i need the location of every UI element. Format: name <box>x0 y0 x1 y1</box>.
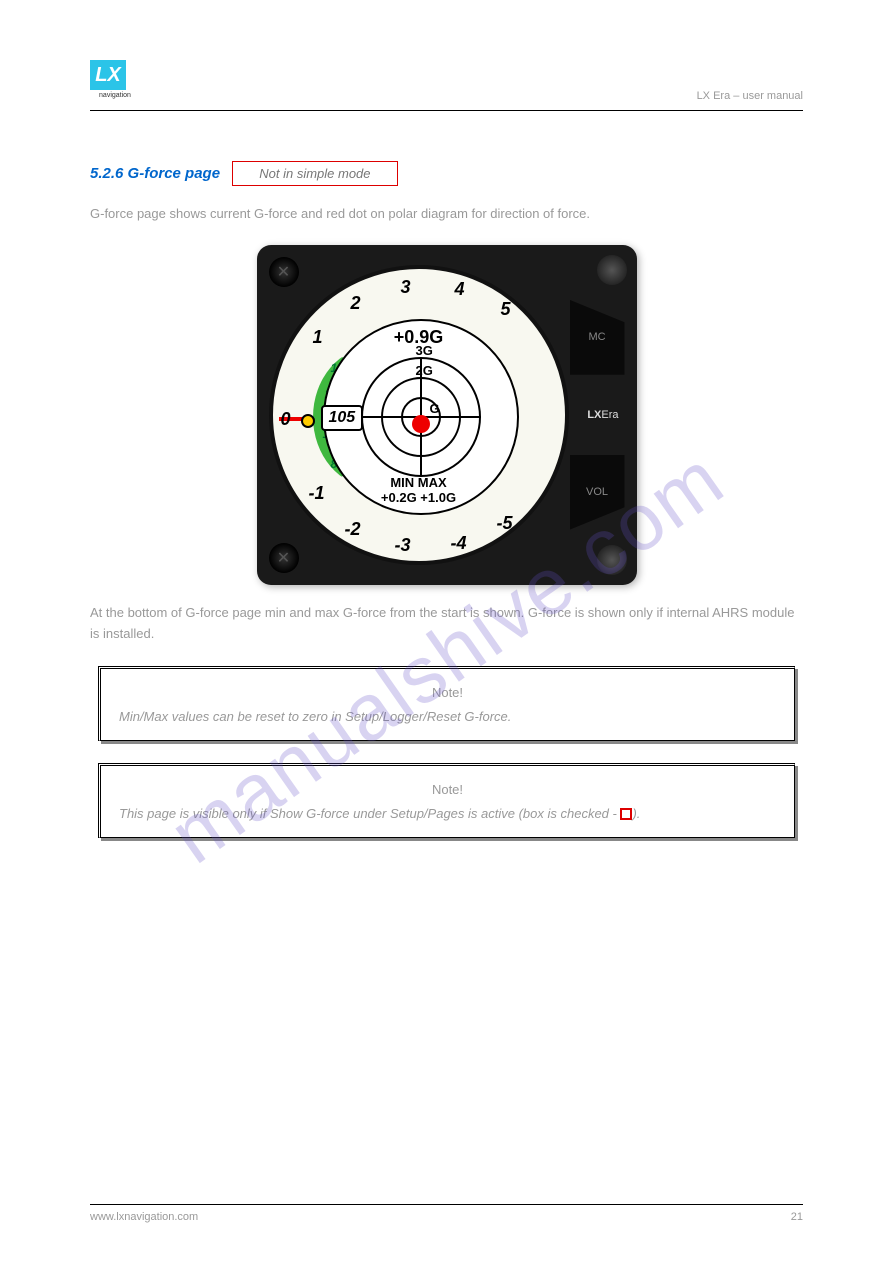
header-dash: – <box>733 90 739 102</box>
header-product: LX Era <box>697 90 731 102</box>
label-g: G <box>430 401 440 416</box>
page-header: LX navigation LX Era – user manual <box>90 60 803 111</box>
logo-subtext: navigation <box>90 92 140 99</box>
intro-paragraph: G-force page shows current G-force and r… <box>90 204 803 225</box>
label-2g: 2G <box>416 363 433 378</box>
speed-readout: 105 <box>321 405 364 431</box>
minmax-values: +0.2G +1.0G <box>273 490 565 506</box>
section-name: G-force page <box>128 165 221 182</box>
device-figure: MC VOL LXEra 140 120 100 80 1 2 3 4 5 -1 <box>90 245 803 585</box>
scale-5: 5 <box>501 299 511 320</box>
g-force-dot <box>412 415 430 433</box>
header-right: LX Era – user manual <box>697 90 803 102</box>
page-footer: www.lxnavigation.com 21 <box>90 1204 803 1223</box>
knob-top <box>597 255 627 285</box>
header-doc: user manual <box>742 90 803 102</box>
page-number: 21 <box>791 1211 803 1223</box>
logo-mark: LX <box>90 60 126 90</box>
page: LX navigation LX Era – user manual 5.2.6… <box>0 0 893 1263</box>
device-bezel: MC VOL LXEra 140 120 100 80 1 2 3 4 5 -1 <box>257 245 637 585</box>
scale-3: 3 <box>401 277 411 298</box>
label-3g: 3G <box>416 343 433 358</box>
note-text-2: This page is visible only if Show G-forc… <box>119 804 776 824</box>
brand-lx: LX <box>587 409 601 421</box>
note2-pre: This page is visible only if Show G-forc… <box>119 806 620 821</box>
device-brand: LXEra <box>587 409 618 421</box>
section-number: 5.2.6 <box>90 165 123 182</box>
dial: 140 120 100 80 1 2 3 4 5 -1 -2 -3 -4 -5 … <box>269 265 569 565</box>
logo: LX navigation <box>90 60 140 102</box>
note-title-2: Note! <box>119 780 776 800</box>
dial-face: 140 120 100 80 1 2 3 4 5 -1 -2 -3 -4 -5 … <box>269 265 569 565</box>
needle-pivot <box>301 414 315 428</box>
mc-button: MC <box>570 300 625 375</box>
minmax-block: MIN MAX +0.2G +1.0G <box>273 475 565 506</box>
target-reticle: 3G 2G G <box>361 357 481 477</box>
scale-4: 4 <box>455 279 465 300</box>
note2-post: ). <box>632 806 640 821</box>
minmax-header: MIN MAX <box>273 475 565 491</box>
note-title-1: Note! <box>119 683 776 703</box>
brand-era: Era <box>601 409 618 421</box>
scale-m5: -5 <box>497 513 513 534</box>
section-title: 5.2.6 G-force page Not in simple mode <box>90 161 803 186</box>
note-text-1: Min/Max values can be reset to zero in S… <box>119 707 776 727</box>
vol-button: VOL <box>570 455 625 530</box>
knob-bottom <box>597 545 627 575</box>
footer-url: www.lxnavigation.com <box>90 1211 198 1223</box>
scale-2: 2 <box>351 293 361 314</box>
scale-m3: -3 <box>395 535 411 556</box>
mode-badge: Not in simple mode <box>232 161 397 186</box>
checkbox-icon <box>620 808 632 820</box>
note-box-1: Note! Min/Max values can be reset to zer… <box>98 666 795 741</box>
note-box-2: Note! This page is visible only if Show … <box>98 763 795 838</box>
scale-m2: -2 <box>345 519 361 540</box>
scale-zero: 0 <box>281 409 291 430</box>
scale-m4: -4 <box>451 533 467 554</box>
minmax-para: At the bottom of G-force page min and ma… <box>90 603 803 645</box>
